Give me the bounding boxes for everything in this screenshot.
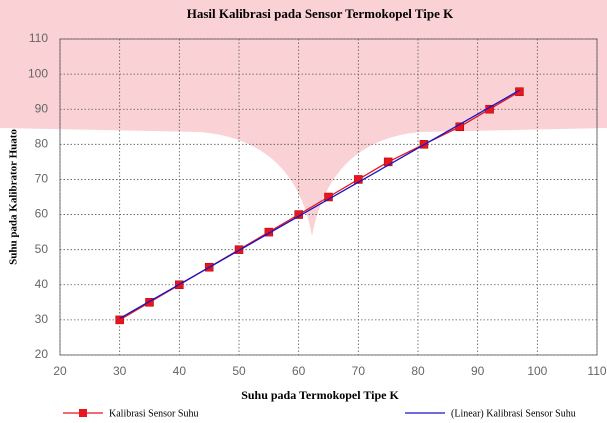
- y-tick-label: 100: [28, 66, 48, 80]
- x-tick-label: 110: [587, 364, 606, 378]
- x-tick-label: 50: [232, 364, 246, 378]
- y-tick-label: 60: [35, 207, 49, 221]
- x-tick-label: 20: [53, 364, 67, 378]
- y-axis-label: Suhu pada Kalibrator Huato: [8, 129, 20, 265]
- marker: [264, 227, 274, 237]
- x-tick-label: 60: [292, 364, 306, 378]
- x-tick-label: 100: [527, 364, 547, 378]
- legend-marker: [79, 409, 87, 417]
- marker: [145, 298, 154, 307]
- watermark: [0, 0, 607, 236]
- x-tick-label: 30: [113, 364, 127, 378]
- x-axis-label: Suhu pada Termokopel Tipe K: [241, 388, 399, 402]
- legend-label: (Linear) Kalibrasi Sensor Suhu: [451, 408, 576, 419]
- chart-title: Hasil Kalibrasi pada Sensor Termokopel T…: [187, 6, 454, 21]
- legend-label: Kalibrasi Sensor Suhu: [109, 408, 198, 419]
- x-tick-label: 70: [352, 364, 366, 378]
- series-line: [119, 89, 520, 320]
- y-tick-label: 20: [35, 347, 49, 361]
- y-tick-label: 50: [35, 242, 49, 256]
- y-tick-label: 30: [35, 312, 49, 326]
- x-tick-label: 40: [173, 364, 187, 378]
- y-tick-label: 90: [35, 101, 49, 115]
- y-tick-label: 40: [35, 277, 49, 291]
- marker: [115, 315, 124, 325]
- y-tick-label: 70: [35, 172, 49, 186]
- y-tick-label: 80: [35, 137, 49, 151]
- marker: [515, 87, 524, 96]
- x-tick-label: 80: [411, 364, 425, 378]
- y-tick-label: 110: [29, 31, 48, 45]
- x-tick-label: 90: [471, 364, 485, 378]
